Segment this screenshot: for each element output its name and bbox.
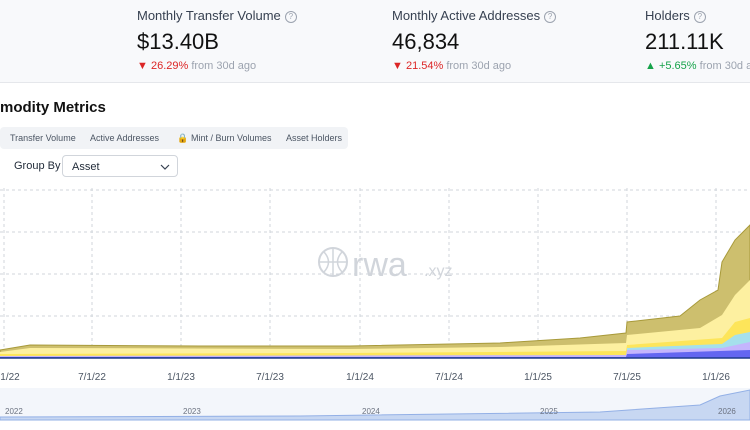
x-tick-label: 1/22 xyxy=(0,372,20,383)
tabs: Transfer Volume Active Addresses 🔒 Mint … xyxy=(0,127,348,149)
select-value: Asset xyxy=(72,161,100,173)
navigator-label: 2025 xyxy=(540,407,558,416)
metric-change: 26.29% xyxy=(150,60,189,72)
x-tick-label: 7/1/25 xyxy=(613,372,641,383)
metric-label: Monthly Active Addresses xyxy=(392,8,541,23)
group-by-select[interactable]: Asset xyxy=(62,155,178,177)
info-icon[interactable]: ? xyxy=(284,11,297,23)
x-tick-label: 1/1/24 xyxy=(346,372,374,383)
lock-icon: 🔒 xyxy=(177,133,189,143)
metric-change: 21.54% xyxy=(405,60,444,72)
metric-change: +5.65% xyxy=(658,60,697,72)
x-tick-label: 7/1/23 xyxy=(256,372,284,383)
navigator xyxy=(0,388,750,420)
metric-label: Holders xyxy=(645,8,690,23)
metric-card: Monthly Transfer Volume? $13.40B ▼ 26.29… xyxy=(137,8,297,72)
tab[interactable]: Transfer Volume xyxy=(10,133,76,143)
metric-note: from 30d ago xyxy=(446,60,512,72)
info-icon[interactable]: ? xyxy=(544,11,557,23)
x-tick-label: 1/1/25 xyxy=(524,372,552,383)
tab[interactable]: Active Addresses xyxy=(90,133,160,143)
group-by-label: Group By xyxy=(14,160,61,172)
grid xyxy=(0,188,750,358)
watermark: rwa .xyz xyxy=(318,246,452,284)
tab[interactable]: Mint / Burn Volumes xyxy=(191,133,272,143)
x-tick-label: 1/1/26 xyxy=(702,372,730,383)
chevron xyxy=(160,164,170,170)
metric-value: 211.11K xyxy=(645,29,724,54)
areas xyxy=(0,224,750,359)
watermark-text: rwa xyxy=(352,246,407,284)
metric-value: 46,834 xyxy=(392,29,460,54)
watermark-suffix: .xyz xyxy=(424,263,452,280)
metric-label: Monthly Transfer Volume xyxy=(137,8,281,23)
x-tick-label: 7/1/22 xyxy=(78,372,106,383)
x-tick-label: 1/1/23 xyxy=(167,372,195,383)
metric-note: from 30d ago xyxy=(191,60,257,72)
x-tick-label: 7/1/24 xyxy=(435,372,463,383)
navigator-area xyxy=(0,389,750,421)
info-icon[interactable]: ? xyxy=(693,11,706,23)
navigator-label: 2023 xyxy=(183,407,201,416)
navigator-label: 2026 xyxy=(718,407,736,416)
metric-note: from 30d ago xyxy=(699,60,750,72)
metric-value: $13.40B xyxy=(137,29,219,54)
navigator-label: 2022 xyxy=(5,407,23,416)
tab[interactable]: Asset Holders xyxy=(286,133,343,143)
metric-card: Holders? 211.11K ▲ +5.65% from 30d ago xyxy=(645,8,750,72)
section-title: modity Metrics xyxy=(0,99,106,116)
navigator-label: 2024 xyxy=(362,407,380,416)
metric-card: Monthly Active Addresses? 46,834 ▼ 21.54… xyxy=(392,8,557,72)
metrics-bar: Monthly Transfer Volume? $13.40B ▼ 26.29… xyxy=(0,0,750,83)
